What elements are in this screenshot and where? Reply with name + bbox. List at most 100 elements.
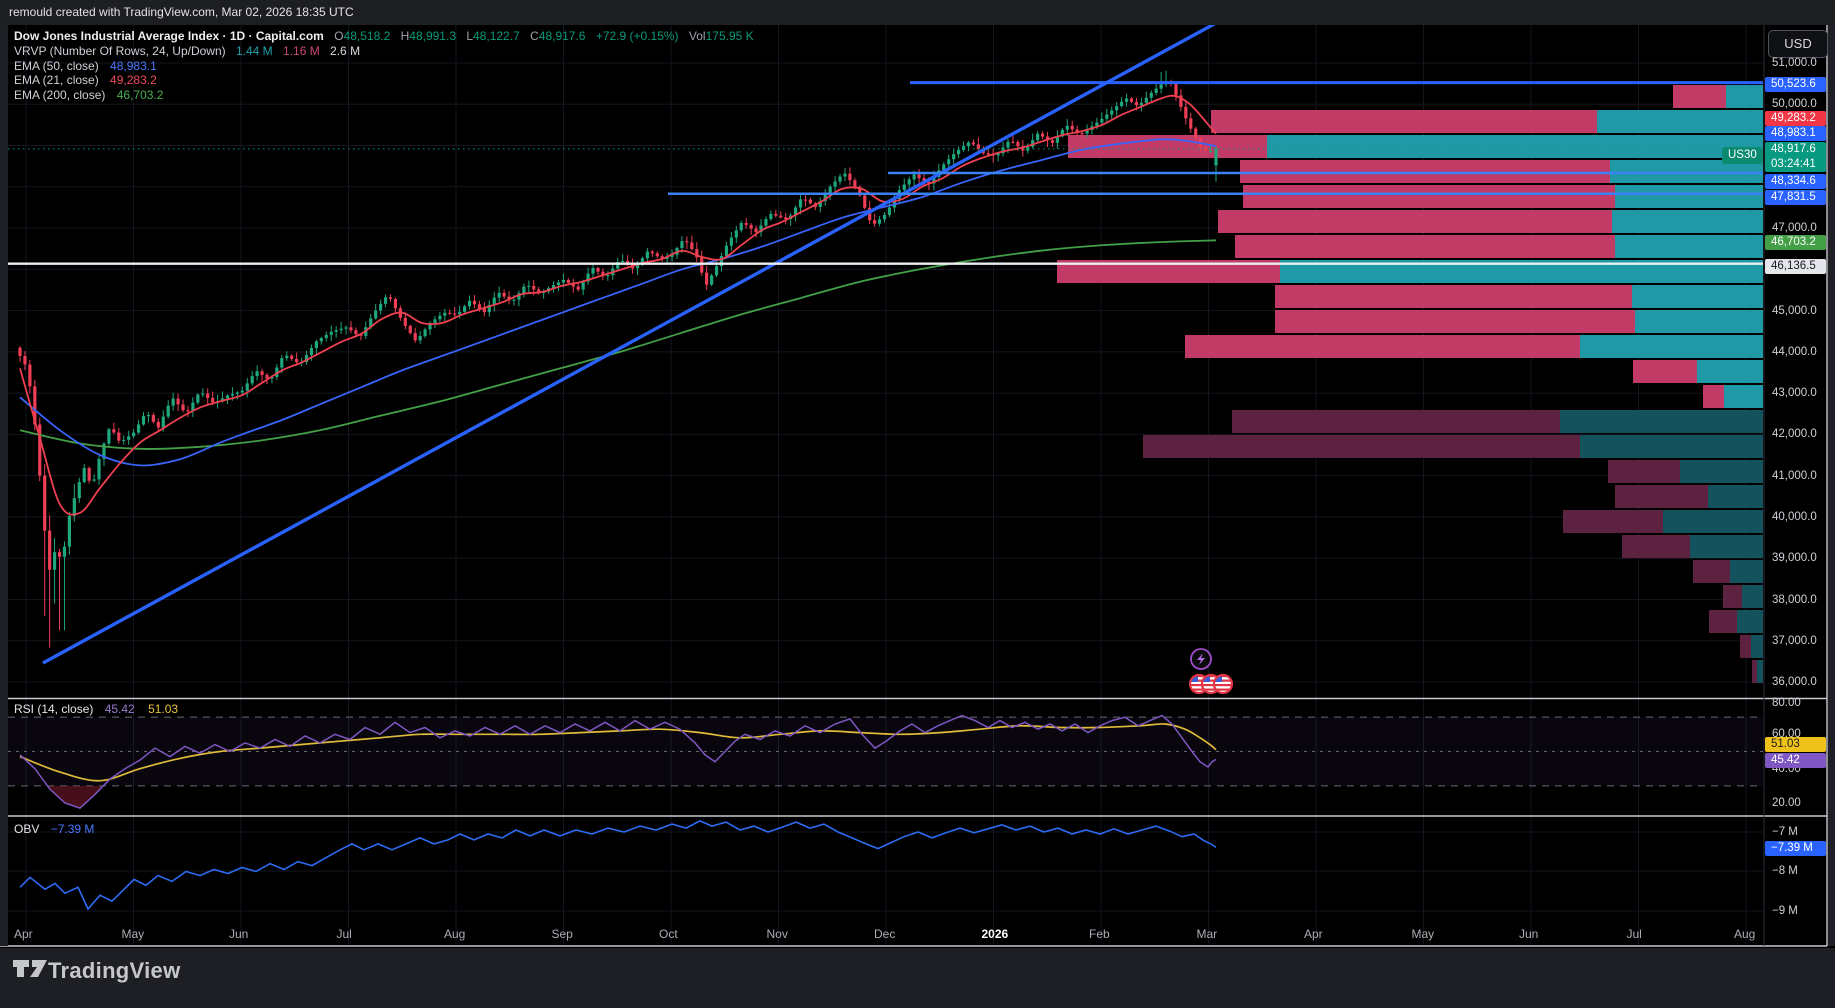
obv-name: OBV	[14, 822, 40, 836]
time-axis-label-Dec: Dec	[874, 927, 896, 941]
vrvp-name: VRVP (Number Of Rows, 24, Up/Down)	[14, 43, 226, 58]
price-level-label-46,136.5: 46,136.5	[1765, 258, 1826, 274]
tradingview-logo-text[interactable]: TradingView	[48, 958, 181, 983]
price-tick-42,000.0: 42,000.0	[1772, 428, 1817, 440]
trendline-drawing[interactable]	[42, 21, 1217, 665]
rsi-tick-80.00: 80.00	[1772, 697, 1801, 709]
time-axis-label-Feb: Feb	[1089, 927, 1110, 941]
time-axis[interactable]: Apr May Jun Jul Aug Sep Oct Nov Dec 2026 Feb Mar Apr…	[8, 922, 1765, 946]
obv-line	[19, 820, 1217, 911]
symbol-tag-text: US30	[1728, 149, 1757, 161]
time-axis-label-Apr: Apr	[14, 927, 33, 941]
right-gutter	[1828, 25, 1835, 946]
rsi-legend-row[interactable]: RSI (14, close) 45.42 51.03	[14, 702, 178, 716]
symbol-title: Dow Jones Industrial Average Index · 1D …	[14, 29, 324, 43]
us-flag-events-icon[interactable]	[1188, 673, 1234, 695]
ema200-legend-row[interactable]: EMA (200, close) 46,703.2	[14, 88, 754, 103]
price-axis[interactable]: 51,000.0 50,000.0 47,000.0 45,000.0 44,000.0…	[1765, 25, 1827, 946]
price-tick-38,000.0: 38,000.0	[1772, 594, 1817, 606]
time-axis-label-Apr: Apr	[1304, 927, 1323, 941]
rsi-tick-20.00: 20.00	[1772, 797, 1801, 809]
rsi-ma-value: 51.03	[148, 702, 179, 716]
rsi-value: 45.42	[104, 702, 135, 716]
time-axis-label-May: May	[1411, 927, 1435, 941]
ema50-line	[19, 138, 1217, 467]
obv-tick-−7 M: −7 M	[1772, 826, 1798, 838]
obv-tick-−8 M: −8 M	[1772, 865, 1798, 877]
price-level-label-48,983.1: 48,983.1	[1765, 125, 1826, 141]
high-label: H	[400, 29, 410, 43]
currency-toggle-button[interactable]: USD	[1768, 30, 1828, 58]
symbol-legend-row[interactable]: Dow Jones Industrial Average Index · 1D …	[14, 29, 754, 44]
open-label: O	[334, 29, 344, 43]
low-value: 48,122.7	[473, 29, 520, 43]
price-tick-47,000.0: 47,000.0	[1772, 222, 1817, 234]
rsi-name: RSI (14, close)	[14, 702, 94, 716]
vrvp-legend-row[interactable]: VRVP (Number Of Rows, 24, Up/Down) 1.44 …	[14, 44, 754, 59]
price-tick-51,000.0: 51,000.0	[1772, 57, 1817, 69]
time-axis-label-Jul: Jul	[1626, 927, 1642, 941]
price-tick-36,000.0: 36,000.0	[1772, 676, 1817, 688]
ema21-name: EMA (21, close)	[14, 73, 99, 88]
time-axis-label-Jul: Jul	[336, 927, 352, 941]
price-tick-44,000.0: 44,000.0	[1772, 346, 1817, 358]
price-level-label-48,334.6: 48,334.6	[1765, 173, 1826, 189]
ema50-legend-row[interactable]: EMA (50, close) 48,983.1	[14, 59, 754, 74]
price-level-label-46,703.2: 46,703.2	[1765, 234, 1826, 250]
obv-value: −7.39 M	[50, 822, 95, 836]
tradingview-logo-icon[interactable]	[13, 960, 47, 978]
high-value: 48,991.3	[409, 29, 456, 43]
vrvp-total-volume: 2.6 M	[330, 43, 361, 58]
candlestick-series	[18, 70, 1218, 648]
price-tick-41,000.0: 41,000.0	[1772, 470, 1817, 482]
price-level-label-49,283.2: 49,283.2	[1765, 110, 1826, 126]
time-axis-label-Nov: Nov	[766, 927, 788, 941]
rsi-level-label-51.03: 51.03	[1765, 736, 1826, 752]
vrvp-up-volume: 1.44 M	[235, 43, 273, 58]
time-axis-label-Aug: Aug	[444, 927, 466, 941]
rsi-line	[19, 714, 1217, 809]
price-tick-37,000.0: 37,000.0	[1772, 635, 1817, 647]
price-level-label-47,831.5: 47,831.5	[1765, 189, 1826, 205]
price-tick-39,000.0: 39,000.0	[1772, 552, 1817, 564]
time-axis-label-Oct: Oct	[659, 927, 678, 941]
attribution-text: remould created with TradingView.com, Ma…	[9, 5, 354, 19]
price-tick-43,000.0: 43,000.0	[1772, 387, 1817, 399]
currency-label: USD	[1784, 36, 1812, 51]
time-axis-label-Sep: Sep	[551, 927, 573, 941]
close-value: 48,917.6	[538, 29, 586, 43]
time-axis-label-Mar: Mar	[1196, 927, 1218, 941]
price-tick-40,000.0: 40,000.0	[1772, 511, 1817, 523]
ema21-line	[19, 94, 1217, 516]
change-value: +72.9 (+0.15%)	[595, 29, 679, 43]
ema200-value: 46,703.2	[116, 88, 164, 103]
last-price-value: 48,917.6	[1771, 143, 1816, 155]
ema21-legend-row[interactable]: EMA (21, close) 49,283.2	[14, 73, 754, 88]
time-axis-label-Jun: Jun	[229, 927, 249, 941]
ema200-name: EMA (200, close)	[14, 88, 106, 103]
rsi-oversold-fill	[47, 785, 104, 809]
attribution-bar: remould created with TradingView.com, Ma…	[0, 0, 1835, 25]
price-level-label-50,523.6: 50,523.6	[1765, 76, 1826, 92]
price-tick-45,000.0: 45,000.0	[1772, 305, 1817, 317]
low-label: L	[466, 29, 474, 43]
volume-value: 175.95 K	[705, 29, 754, 43]
last-price-label: 48,917.6 03:24:41	[1765, 142, 1826, 172]
bottom-toolbar: TradingView	[0, 948, 1835, 1008]
ema200-line	[19, 239, 1217, 450]
vrvp-down-volume: 1.16 M	[283, 43, 320, 58]
volume-profile-study	[1057, 85, 1763, 683]
obv-level-label-−7.39 M: −7.39 M	[1765, 840, 1826, 856]
ema50-value: 48,983.1	[110, 58, 157, 73]
time-axis-label-2026: 2026	[981, 927, 1009, 941]
time-axis-label-Jun: Jun	[1519, 927, 1539, 941]
rsi-band	[8, 717, 1763, 786]
open-value: 48,518.2	[343, 29, 391, 43]
left-gutter	[0, 25, 8, 946]
lightning-event-icon[interactable]	[1190, 648, 1212, 670]
obv-legend-row[interactable]: OBV −7.39 M	[14, 822, 94, 836]
ema50-name: EMA (50, close)	[14, 58, 99, 73]
price-tick-50,000.0: 50,000.0	[1772, 98, 1817, 110]
